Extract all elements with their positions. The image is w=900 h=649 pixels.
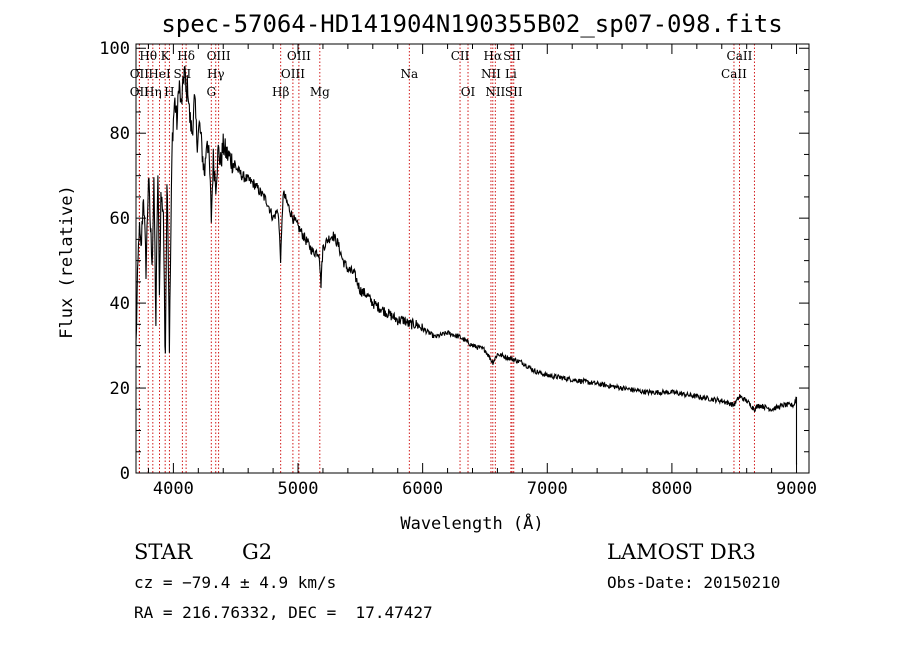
axis-ticks — [136, 44, 809, 474]
spectral-line-markers — [138, 44, 755, 473]
y-tick-label: 100 — [99, 39, 130, 59]
line-label: SII — [503, 49, 521, 63]
y-axis-label: Flux (relative) — [57, 185, 77, 339]
redshift-velocity: cz = −79.4 ± 4.9 km/s — [134, 573, 337, 592]
line-label: Hα — [484, 49, 503, 63]
line-label: CaII — [727, 49, 753, 63]
line-label: OII — [130, 85, 150, 99]
line-label: Li — [505, 67, 517, 81]
line-label: Hδ — [177, 49, 195, 63]
coordinates: RA = 216.76332, DEC = 17.47427 — [134, 603, 433, 622]
line-label: OIII — [207, 49, 231, 63]
y-tick-label: 20 — [110, 379, 130, 399]
observation-date: Obs-Date: 20150210 — [607, 573, 781, 592]
y-tick-label: 80 — [110, 124, 130, 144]
line-label: SII — [505, 85, 523, 99]
line-label: Hθ — [139, 49, 157, 63]
line-label: CaII — [741, 0, 767, 3]
x-tick-label: 5000 — [278, 479, 319, 499]
line-label: Hγ — [207, 67, 225, 81]
y-tick-label: 0 — [120, 464, 130, 484]
object-class: STAR — [134, 540, 193, 564]
line-label: OIII — [287, 49, 311, 63]
line-label: OII — [130, 67, 150, 81]
line-label: Hη — [144, 85, 162, 99]
line-label: K — [161, 49, 171, 63]
x-tick-label: 9000 — [776, 479, 817, 499]
line-label: CII — [451, 49, 470, 63]
y-tick-label: 60 — [110, 209, 130, 229]
object-subclass: G2 — [242, 540, 273, 564]
line-label: H — [164, 85, 174, 99]
line-label: NII — [481, 67, 501, 81]
line-label: Hβ — [272, 85, 289, 99]
x-tick-label: 7000 — [527, 479, 568, 499]
line-label: HeI — [148, 67, 171, 81]
x-tick-label: 4000 — [153, 479, 194, 499]
line-label: Mg — [310, 85, 330, 99]
line-label: G — [206, 85, 216, 99]
spectrum-series-line — [135, 65, 798, 465]
plot-frame — [135, 43, 810, 474]
survey-name: LAMOST DR3 — [607, 540, 756, 564]
x-axis-label: Wavelength (Å) — [400, 512, 543, 534]
chart-title: spec-57064-HD141904N190355B02_sp07-098.f… — [161, 10, 782, 38]
x-tick-label: 6000 — [402, 479, 443, 499]
axis-tick-labels: 4000 5000 6000 7000 8000 9000 0 20 40 60 80 100 — [99, 39, 817, 499]
x-tick-label: 8000 — [651, 479, 692, 499]
line-label: OI — [461, 85, 476, 99]
line-label: Na — [400, 67, 418, 81]
line-label: NII — [485, 85, 505, 99]
y-tick-label: 40 — [110, 294, 130, 314]
line-label: CaII — [721, 67, 747, 81]
line-label: OIII — [281, 67, 305, 81]
